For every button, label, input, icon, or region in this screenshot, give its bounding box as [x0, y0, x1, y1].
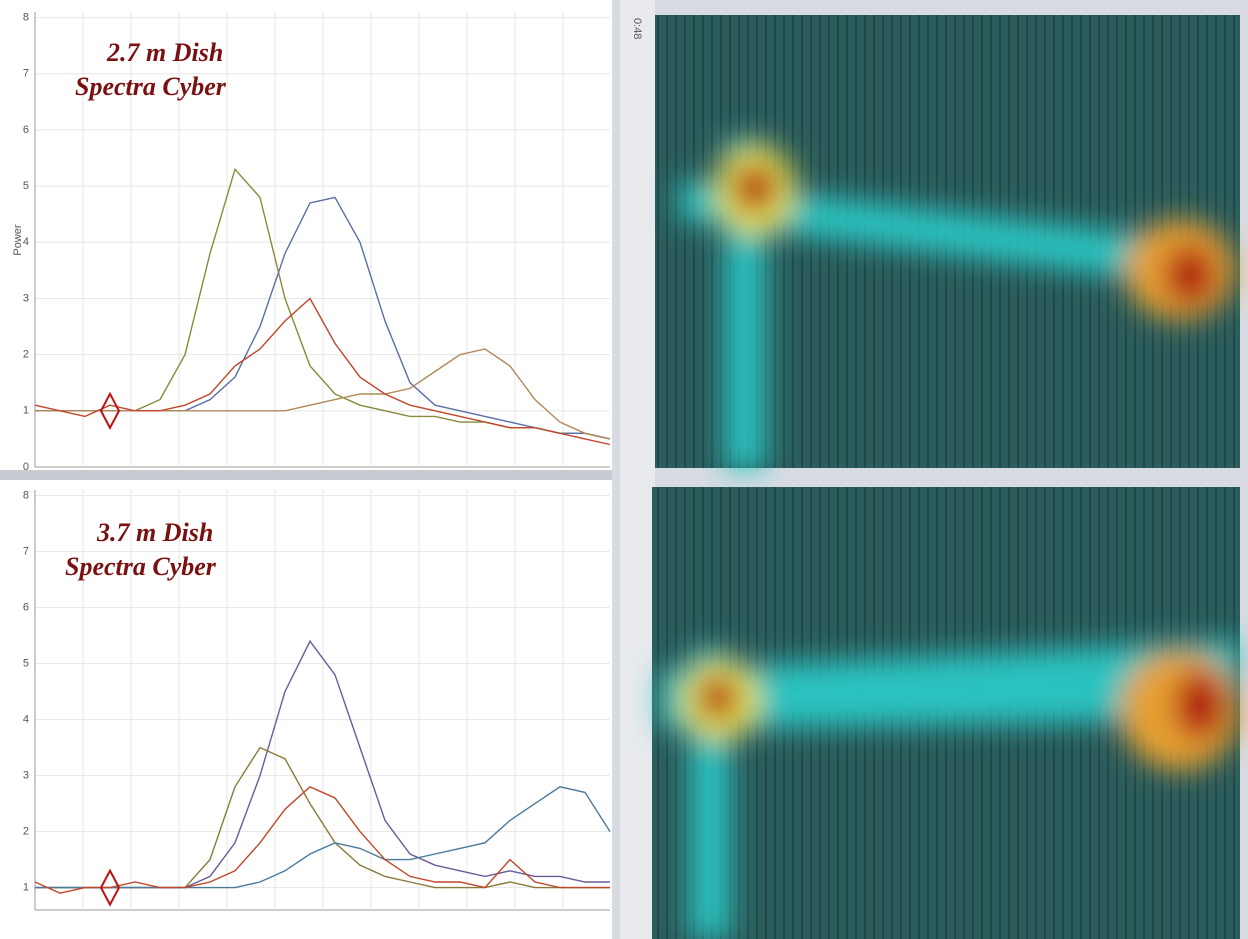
- spectrum-line: [35, 786, 611, 889]
- y-tick-label: 5: [23, 180, 29, 192]
- y-tick-label: 7: [23, 68, 29, 80]
- marker: [99, 391, 121, 430]
- y-tick-label: 8: [23, 12, 29, 24]
- annotation: Spectra Cyber: [75, 72, 227, 101]
- y-tick-label: 6: [23, 602, 29, 614]
- y-tick-label: 7: [23, 546, 29, 558]
- heatmap: [652, 487, 1240, 939]
- y-tick-label: 0: [23, 461, 29, 473]
- y-tick-label: 1: [23, 405, 29, 417]
- y-tick-label: 6: [23, 124, 29, 136]
- y-tick-label: 8: [23, 490, 29, 502]
- sidebar: [620, 0, 655, 939]
- spectrum-line: [34, 785, 610, 894]
- y-tick-label: 3: [23, 770, 29, 782]
- marker: [99, 868, 121, 907]
- plot-panel: [0, 480, 612, 939]
- y-tick-label: 2: [23, 826, 29, 838]
- spectrum-line: [35, 348, 611, 440]
- heatmap: [655, 15, 1240, 470]
- y-tick-label: 4: [23, 236, 29, 248]
- annotation: 3.7 m Dish: [96, 518, 213, 547]
- y-tick-label: 2: [23, 349, 29, 361]
- time-label: 0:48: [631, 18, 643, 39]
- toolbar: [0, 470, 612, 480]
- y-axis-label: Power: [12, 224, 24, 256]
- spectrum-line: [34, 297, 611, 446]
- y-tick-label: 1: [23, 882, 29, 894]
- y-tick-label: 5: [23, 658, 29, 670]
- y-tick-label: 4: [23, 714, 29, 726]
- annotation: 2.7 m Dish: [106, 38, 223, 67]
- y-tick-label: 3: [23, 292, 29, 304]
- annotation: Spectra Cyber: [65, 552, 217, 581]
- plot-panel: [0, 0, 612, 470]
